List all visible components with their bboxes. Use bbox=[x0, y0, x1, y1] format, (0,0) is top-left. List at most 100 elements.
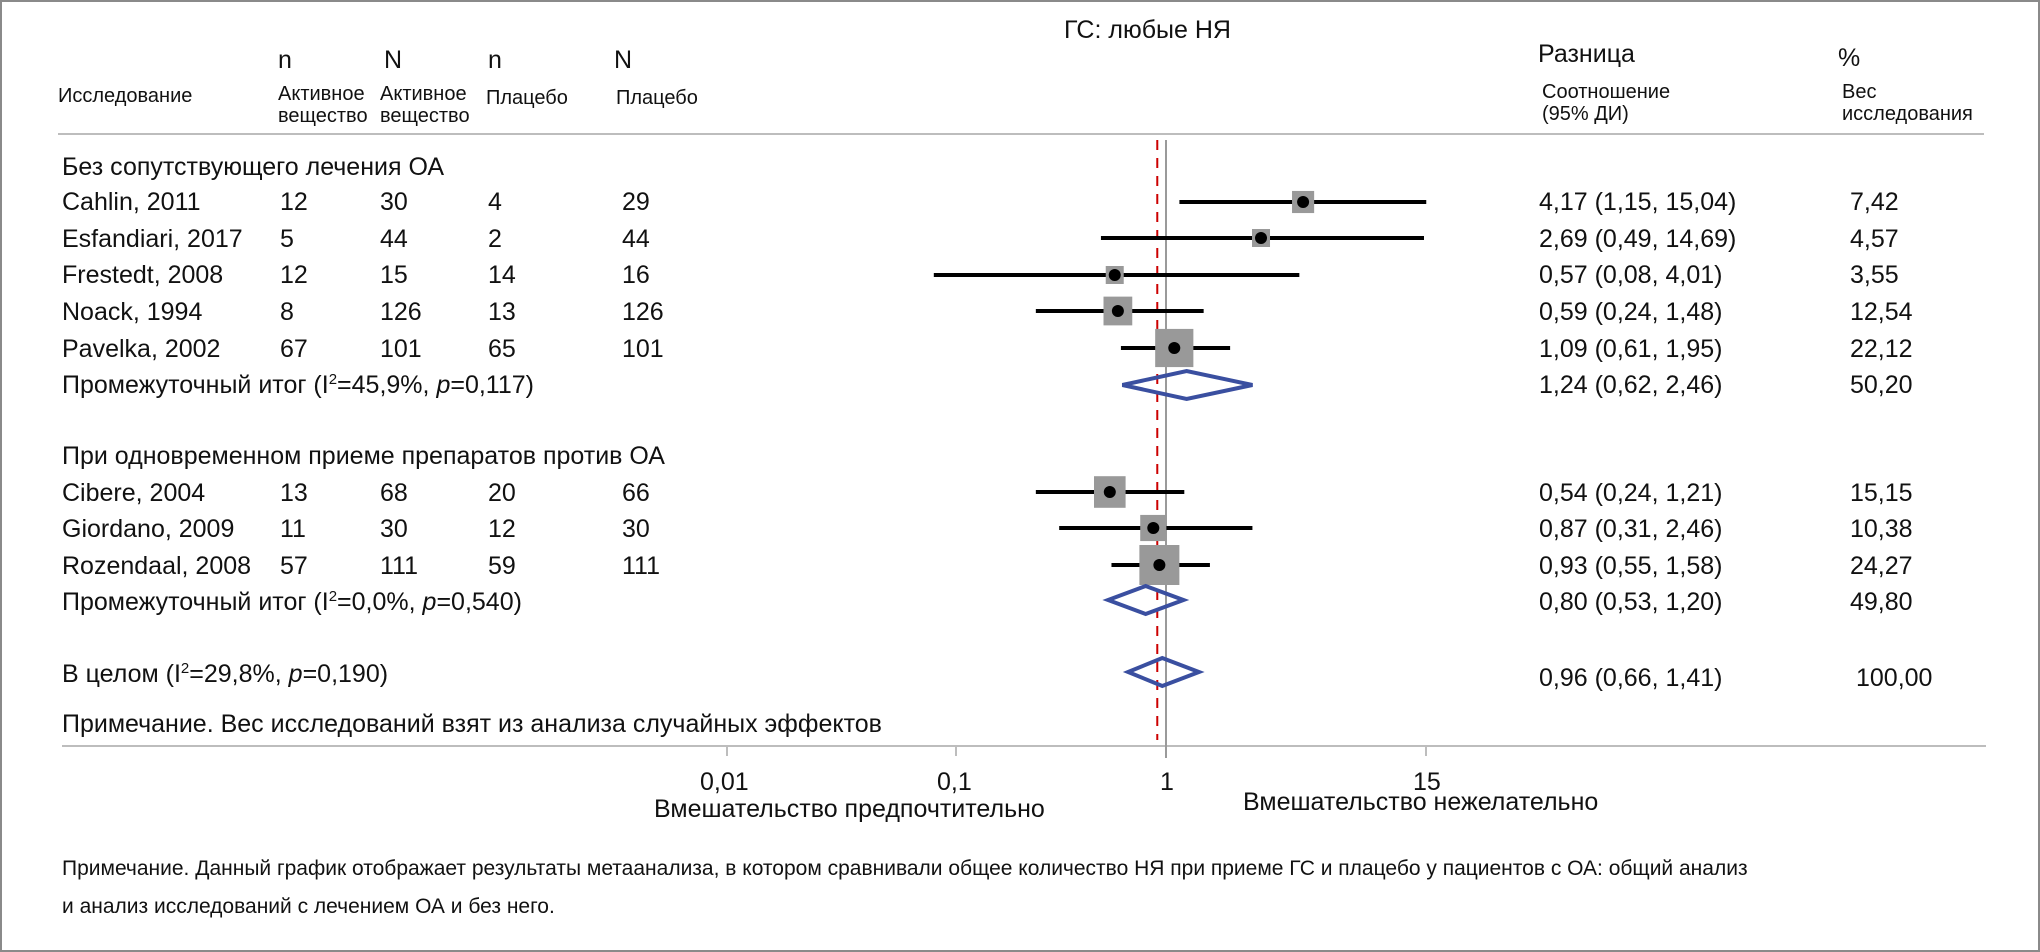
weights-note: Примечание. Вес исследований взят из ана… bbox=[62, 710, 882, 738]
subtotal-weight: 50,20 bbox=[1850, 371, 1913, 399]
subtotal-diamond bbox=[1121, 368, 1253, 402]
subtotal-label: Промежуточный итог (I2=0,0%, p=0,540) bbox=[62, 588, 522, 616]
study-name: Pavelka, 2002 bbox=[62, 335, 221, 363]
n-placebo: 65 bbox=[488, 335, 516, 363]
col-N-placebo-label: Плацебо bbox=[616, 87, 698, 109]
effect-ci: 0,93 (0,55, 1,58) bbox=[1539, 552, 1723, 580]
study-name: Esfandiari, 2017 bbox=[62, 225, 243, 253]
study-name: Cahlin, 2011 bbox=[62, 188, 201, 216]
N-active: 44 bbox=[380, 225, 408, 253]
weight: 12,54 bbox=[1850, 298, 1913, 326]
n-active: 12 bbox=[280, 261, 308, 289]
effect-column-header-2: (95% ДИ) bbox=[1542, 103, 1629, 125]
footnote-line-1: Примечание. Данный график отображает рез… bbox=[62, 857, 1748, 880]
weight: 22,12 bbox=[1850, 335, 1913, 363]
x-axis-left-label: Вмешательство предпочтительно bbox=[654, 795, 1045, 823]
n-active: 57 bbox=[280, 552, 308, 580]
N-active: 30 bbox=[380, 188, 408, 216]
x-tick-label: 15 bbox=[1413, 768, 1441, 796]
point-estimate bbox=[1255, 232, 1268, 244]
n-active: 12 bbox=[280, 188, 308, 216]
weight: 15,15 bbox=[1850, 479, 1913, 507]
col-N-active-label-2: вещество bbox=[380, 105, 470, 127]
weight-column-header-1: Вес bbox=[1842, 81, 1877, 103]
point-estimate bbox=[1153, 559, 1166, 571]
weight-column-header-top: % bbox=[1838, 44, 1861, 72]
point-estimate bbox=[1111, 305, 1124, 317]
N-placebo: 16 bbox=[622, 261, 650, 289]
N-active: 126 bbox=[380, 298, 422, 326]
n-placebo: 2 bbox=[488, 225, 502, 253]
weight: 3,55 bbox=[1850, 261, 1899, 289]
N-placebo: 101 bbox=[622, 335, 664, 363]
overall-label: В целом (I2=29,8%, p=0,190) bbox=[62, 660, 389, 688]
n-active: 8 bbox=[280, 298, 294, 326]
N-placebo: 66 bbox=[622, 479, 650, 507]
study-name: Noack, 1994 bbox=[62, 298, 203, 326]
effect-ci: 0,54 (0,24, 1,21) bbox=[1539, 479, 1723, 507]
n-active: 11 bbox=[280, 515, 306, 543]
weight: 7,42 bbox=[1850, 188, 1899, 216]
N-placebo: 30 bbox=[622, 515, 650, 543]
weight-column-header-2: исследования bbox=[1842, 103, 1973, 125]
col-n-active-top: n bbox=[278, 46, 292, 74]
effect-ci: 4,17 (1,15, 15,04) bbox=[1539, 188, 1737, 216]
point-estimate bbox=[1168, 342, 1181, 354]
effect-column-header-1: Соотношение bbox=[1542, 81, 1671, 103]
subtotal-effect-ci: 0,80 (0,53, 1,20) bbox=[1539, 588, 1723, 616]
footnote-line-2: и анализ исследований с лечением ОА и бе… bbox=[62, 895, 555, 918]
subtotal-diamond bbox=[1102, 583, 1190, 617]
n-placebo: 4 bbox=[488, 188, 502, 216]
col-n-active-label-2: вещество bbox=[278, 105, 368, 127]
x-tick-label: 1 bbox=[1160, 768, 1174, 796]
col-N-active-top: N bbox=[384, 46, 403, 74]
study-name: Rozendaal, 2008 bbox=[62, 552, 252, 580]
overall-diamond bbox=[1122, 655, 1205, 689]
point-estimate bbox=[1297, 196, 1310, 208]
study-column-header: Исследование bbox=[58, 85, 193, 107]
subtotal-weight: 49,80 bbox=[1850, 588, 1913, 616]
N-active: 101 bbox=[380, 335, 422, 363]
effect-ci: 0,87 (0,31, 2,46) bbox=[1539, 515, 1723, 543]
point-estimate bbox=[1147, 522, 1160, 534]
effect-column-header-top: Разница bbox=[1538, 40, 1635, 68]
plot-title: ГС: любые НЯ bbox=[1064, 16, 1231, 44]
study-name: Frestedt, 2008 bbox=[62, 261, 224, 289]
weight: 10,38 bbox=[1850, 515, 1913, 543]
effect-ci: 2,69 (0,49, 14,69) bbox=[1539, 225, 1737, 253]
weight: 4,57 bbox=[1850, 225, 1899, 253]
point-estimate bbox=[1103, 486, 1116, 498]
n-active: 67 bbox=[280, 335, 308, 363]
N-active: 15 bbox=[380, 261, 408, 289]
study-name: Giordano, 2009 bbox=[62, 515, 235, 543]
n-placebo: 59 bbox=[488, 552, 516, 580]
N-placebo: 111 bbox=[622, 552, 661, 580]
effect-ci: 0,59 (0,24, 1,48) bbox=[1539, 298, 1723, 326]
x-axis-right-label: Вмешательство нежелательно bbox=[1243, 788, 1599, 816]
n-placebo: 14 bbox=[488, 261, 516, 289]
N-placebo: 126 bbox=[622, 298, 664, 326]
col-n-active-label-1: Активное bbox=[278, 83, 365, 105]
N-placebo: 44 bbox=[622, 225, 650, 253]
N-active: 30 bbox=[380, 515, 408, 543]
subtotal-effect-ci: 1,24 (0,62, 2,46) bbox=[1539, 371, 1723, 399]
n-placebo: 13 bbox=[488, 298, 516, 326]
col-N-placebo-top: N bbox=[614, 46, 633, 74]
N-placebo: 29 bbox=[622, 188, 650, 216]
effect-ci: 1,09 (0,61, 1,95) bbox=[1539, 335, 1723, 363]
group-title: При одновременном приеме препаратов прот… bbox=[62, 442, 665, 470]
col-N-active-label-1: Активное bbox=[380, 83, 467, 105]
group-title: Без сопутствующего лечения ОА bbox=[62, 153, 445, 181]
effect-ci: 0,57 (0,08, 4,01) bbox=[1539, 261, 1723, 289]
subtotal-label: Промежуточный итог (I2=45,9%, p=0,117) bbox=[62, 371, 534, 399]
n-active: 5 bbox=[280, 225, 294, 253]
n-placebo: 20 bbox=[488, 479, 516, 507]
overall-effect-ci: 0,96 (0,66, 1,41) bbox=[1539, 664, 1723, 692]
col-n-placebo-label: Плацебо bbox=[486, 87, 568, 109]
n-active: 13 bbox=[280, 479, 308, 507]
overall-weight: 100,00 bbox=[1856, 664, 1933, 692]
point-estimate bbox=[1108, 269, 1121, 281]
weight: 24,27 bbox=[1850, 552, 1913, 580]
N-active: 111 bbox=[380, 552, 419, 580]
